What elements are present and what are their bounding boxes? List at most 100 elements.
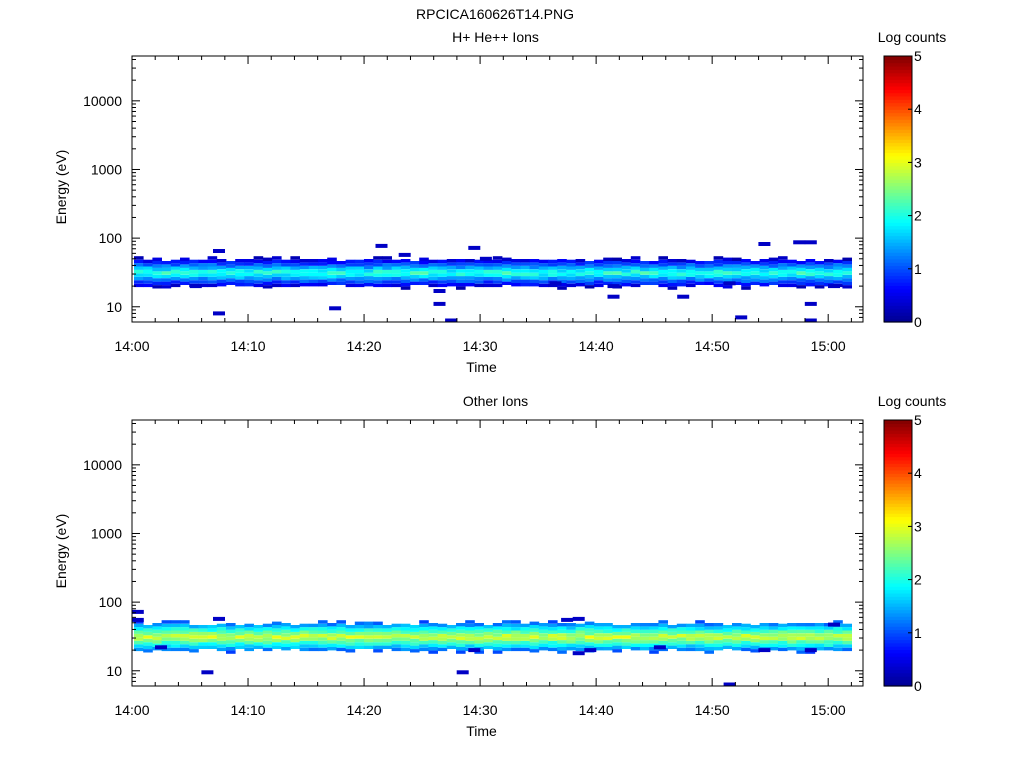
heatmap-cell: [621, 276, 632, 280]
heatmap-cell: [750, 271, 760, 275]
heatmap-cell: [805, 276, 816, 280]
heatmap-cell: [594, 273, 604, 277]
heatmap-cell: [502, 640, 512, 645]
heatmap-cell: [483, 263, 494, 267]
heatmap-cell: [235, 642, 245, 646]
heatmap-cell: [180, 647, 190, 652]
heatmap-cell: [465, 630, 475, 634]
heatmap-cell: [612, 635, 622, 639]
heatmap-cell: [722, 264, 733, 268]
heatmap-cell: [713, 273, 724, 277]
heatmap-cell: [272, 642, 282, 646]
heatmap-cell: [419, 278, 429, 282]
colorbar-tick-label: 3: [914, 518, 922, 534]
heatmap-cell: [548, 620, 558, 624]
heatmap-cell: [805, 650, 816, 654]
heatmap-cell: [548, 627, 558, 631]
colorbar-segment: [884, 533, 912, 537]
heatmap-cell: [658, 283, 668, 288]
heatmap-cell: [483, 270, 494, 274]
heatmap-cell: [557, 265, 567, 270]
heatmap-cell: [612, 264, 622, 268]
colorbar-segment: [884, 469, 912, 474]
heatmap-cell: [354, 266, 365, 270]
sparse-pixel: [572, 651, 585, 656]
heatmap-cell: [787, 270, 797, 274]
heatmap-cell: [658, 620, 668, 624]
heatmap-cell: [814, 285, 825, 289]
heatmap-cell: [281, 280, 291, 284]
colorbar-segment: [884, 95, 912, 100]
heatmap-cell: [216, 637, 227, 641]
heatmap-cell: [410, 625, 420, 629]
heatmap-cell: [419, 647, 429, 652]
colorbar-segment: [884, 268, 912, 273]
heatmap-cell: [492, 643, 503, 647]
heatmap-cell: [713, 259, 724, 264]
heatmap-cell: [630, 633, 641, 637]
heatmap-cell: [594, 640, 604, 644]
colorbar-segment: [884, 499, 912, 504]
heatmap-cell: [290, 276, 300, 281]
heatmap-cell: [538, 643, 549, 647]
heatmap-cell: [235, 645, 245, 649]
heatmap-cell: [658, 276, 668, 281]
heatmap-cell: [814, 626, 825, 630]
heatmap-cell: [253, 273, 264, 277]
heatmap-cell: [419, 271, 429, 275]
heatmap-cell: [704, 626, 714, 630]
heatmap-cell: [603, 271, 613, 275]
heatmap-cell: [676, 283, 687, 287]
heatmap-cell: [658, 640, 668, 645]
heatmap-cell: [216, 272, 227, 277]
heatmap-cell: [419, 261, 429, 265]
heatmap-cell: [695, 281, 705, 285]
colorbar-segment: [884, 248, 912, 253]
colorbar-segment: [884, 466, 912, 471]
heatmap-cell: [299, 634, 310, 638]
heatmap-cell: [529, 642, 540, 646]
heatmap-cell: [318, 276, 328, 280]
colorbar-segment: [884, 433, 912, 438]
colorbar-segment: [884, 149, 912, 154]
heatmap-cell: [603, 267, 613, 272]
heatmap-cell: [796, 623, 806, 627]
x-tick-label: 14:00: [114, 702, 149, 718]
heatmap-cell: [557, 636, 567, 641]
heatmap-cell: [603, 640, 613, 644]
heatmap-cell: [529, 269, 540, 273]
heatmap-cell: [759, 269, 770, 273]
heatmap-cell: [732, 278, 742, 282]
heatmap-cell: [391, 276, 402, 281]
colorbar-segment: [884, 139, 912, 144]
colorbar-segment: [884, 572, 912, 577]
colorbar-segment: [884, 566, 912, 571]
heatmap-cell: [732, 647, 742, 651]
heatmap-cell: [410, 281, 420, 285]
heatmap-cell: [676, 640, 687, 645]
heatmap-cell: [244, 640, 254, 645]
heatmap-cell: [410, 631, 420, 636]
heatmap-cell: [382, 273, 392, 277]
heatmap-cell: [161, 267, 172, 272]
heatmap-cell: [308, 634, 319, 638]
heatmap-cell: [189, 270, 199, 274]
colorbar-segment: [884, 92, 912, 97]
heatmap-cell: [391, 263, 402, 267]
heatmap-cell: [456, 629, 466, 634]
heatmap-cell: [842, 647, 852, 652]
heatmap-cell: [833, 637, 843, 641]
heatmap-cell: [833, 647, 843, 652]
heatmap-cell: [704, 267, 714, 272]
heatmap-cell: [833, 627, 843, 631]
heatmap-cell: [732, 640, 742, 644]
heatmap-cell: [428, 273, 438, 277]
heatmap-cell: [281, 266, 291, 270]
heatmap-cell: [768, 640, 779, 644]
heatmap-cell: [354, 638, 365, 643]
heatmap-cell: [842, 267, 852, 272]
heatmap-cell: [299, 640, 310, 645]
colorbar-segment: [884, 652, 912, 657]
heatmap-cell: [741, 647, 751, 652]
heatmap-cell: [695, 278, 705, 282]
